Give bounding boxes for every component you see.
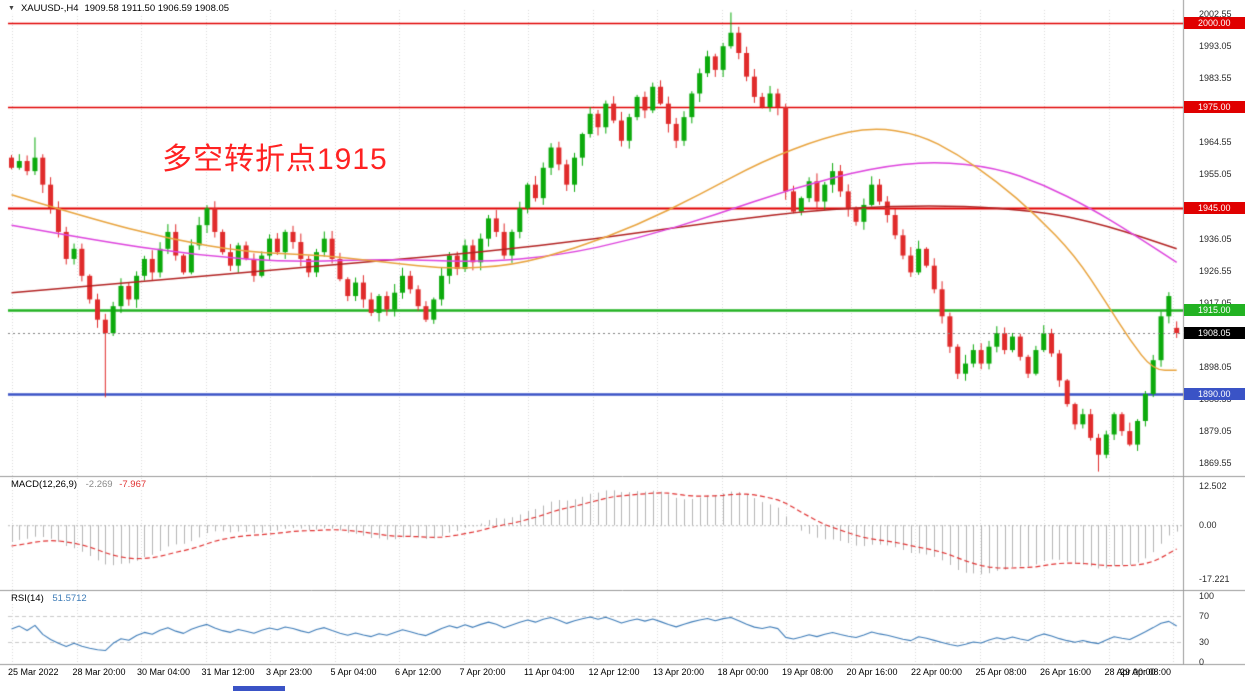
rsi-axis-label: 70 xyxy=(1199,610,1210,621)
price-axis-label: 1983.55 xyxy=(1199,73,1232,84)
time-axis-label: 25 Apr 08:00 xyxy=(975,667,1027,677)
time-axis-label: 28 Mar 20:00 xyxy=(72,667,126,677)
rsi-axis-label: 0 xyxy=(1199,657,1205,667)
horizontal-scrollbar[interactable] xyxy=(233,686,285,691)
macd-signal-value: -7.967 xyxy=(119,479,147,490)
macd-indicator-label: MACD(12,26,9) -2.269 -7.967 xyxy=(9,479,149,490)
macd-axis-label: -17.221 xyxy=(1199,573,1230,584)
time-axis-label: 29 Apr 08:00 xyxy=(1120,667,1172,677)
time-axis-label: 3 Apr 23:00 xyxy=(266,667,313,677)
current-price-badge: 1908.05 xyxy=(1184,327,1245,340)
rsi-axis-label: 100 xyxy=(1199,591,1215,601)
price-axis-label: 1955.05 xyxy=(1199,169,1232,180)
time-axis-label: 28 Apr 00:00 xyxy=(1104,667,1156,677)
annotation-text[interactable]: 多空转折点1915 xyxy=(162,143,388,176)
price-axis-label: 1964.55 xyxy=(1199,137,1232,148)
time-axis-label: 18 Apr 00:00 xyxy=(717,667,769,677)
time-axis-label: 11 Apr 04:00 xyxy=(524,667,575,677)
price-axis-label: 1898.05 xyxy=(1199,361,1232,372)
time-axis-label: 22 Apr 00:00 xyxy=(911,667,963,677)
price-level-badge: 1975.00 xyxy=(1184,101,1245,113)
time-axis-label: 12 Apr 12:00 xyxy=(588,667,640,677)
time-axis-label: 6 Apr 12:00 xyxy=(395,667,442,677)
macd-main-value: -2.269 xyxy=(85,479,113,490)
ohlc-readout: 1909.58 1911.50 1906.59 1908.05 xyxy=(84,3,230,14)
price-axis-label: 1936.05 xyxy=(1199,233,1232,244)
rsi-indicator-label: RSI(14) 51.5712 xyxy=(9,593,89,604)
rsi-name: RSI(14) xyxy=(11,593,44,604)
symbol-info-bar: ▼ XAUUSD-,H4 1909.58 1911.50 1906.59 190… xyxy=(5,3,233,14)
time-axis-label: 7 Apr 20:00 xyxy=(459,667,506,677)
time-axis-label: 25 Mar 2022 xyxy=(8,667,59,677)
macd-axis-label: 0.00 xyxy=(1199,520,1217,531)
rsi-axis-label: 30 xyxy=(1199,637,1210,648)
price-axis-label: 1917.05 xyxy=(1199,298,1232,308)
price-level-badge: 1945.00 xyxy=(1184,202,1245,215)
price-axis-label: 1869.55 xyxy=(1199,458,1232,468)
price-axis-label: 2002.55 xyxy=(1199,9,1232,19)
price-level-badge: 2000.00 xyxy=(1184,16,1245,29)
price-axis-label: 1879.05 xyxy=(1199,425,1232,436)
time-axis-label: 20 Apr 16:00 xyxy=(846,667,898,677)
time-axis-label: 26 Apr 16:00 xyxy=(1040,667,1092,677)
collapse-icon[interactable]: ▼ xyxy=(8,5,15,12)
price-axis-label: 1926.55 xyxy=(1199,265,1232,276)
price-level-badge: 1915.00 xyxy=(1184,303,1245,316)
time-axis-label: 19 Apr 08:00 xyxy=(782,667,834,677)
time-axis-label: 5 Apr 04:00 xyxy=(330,667,377,677)
rsi-current-value: 51.5712 xyxy=(52,593,87,604)
time-axis-label: 30 Mar 04:00 xyxy=(137,667,191,677)
price-axis-label: 1993.05 xyxy=(1199,41,1232,52)
price-level-badge: 1890.00 xyxy=(1184,387,1245,400)
time-axis-label: 31 Mar 12:00 xyxy=(201,667,255,677)
macd-axis-label: 12.502 xyxy=(1199,481,1227,492)
time-axis-label: 13 Apr 20:00 xyxy=(653,667,705,677)
symbol-timeframe-label: XAUUSD-,H4 xyxy=(20,3,79,14)
macd-name: MACD(12,26,9) xyxy=(11,479,77,490)
